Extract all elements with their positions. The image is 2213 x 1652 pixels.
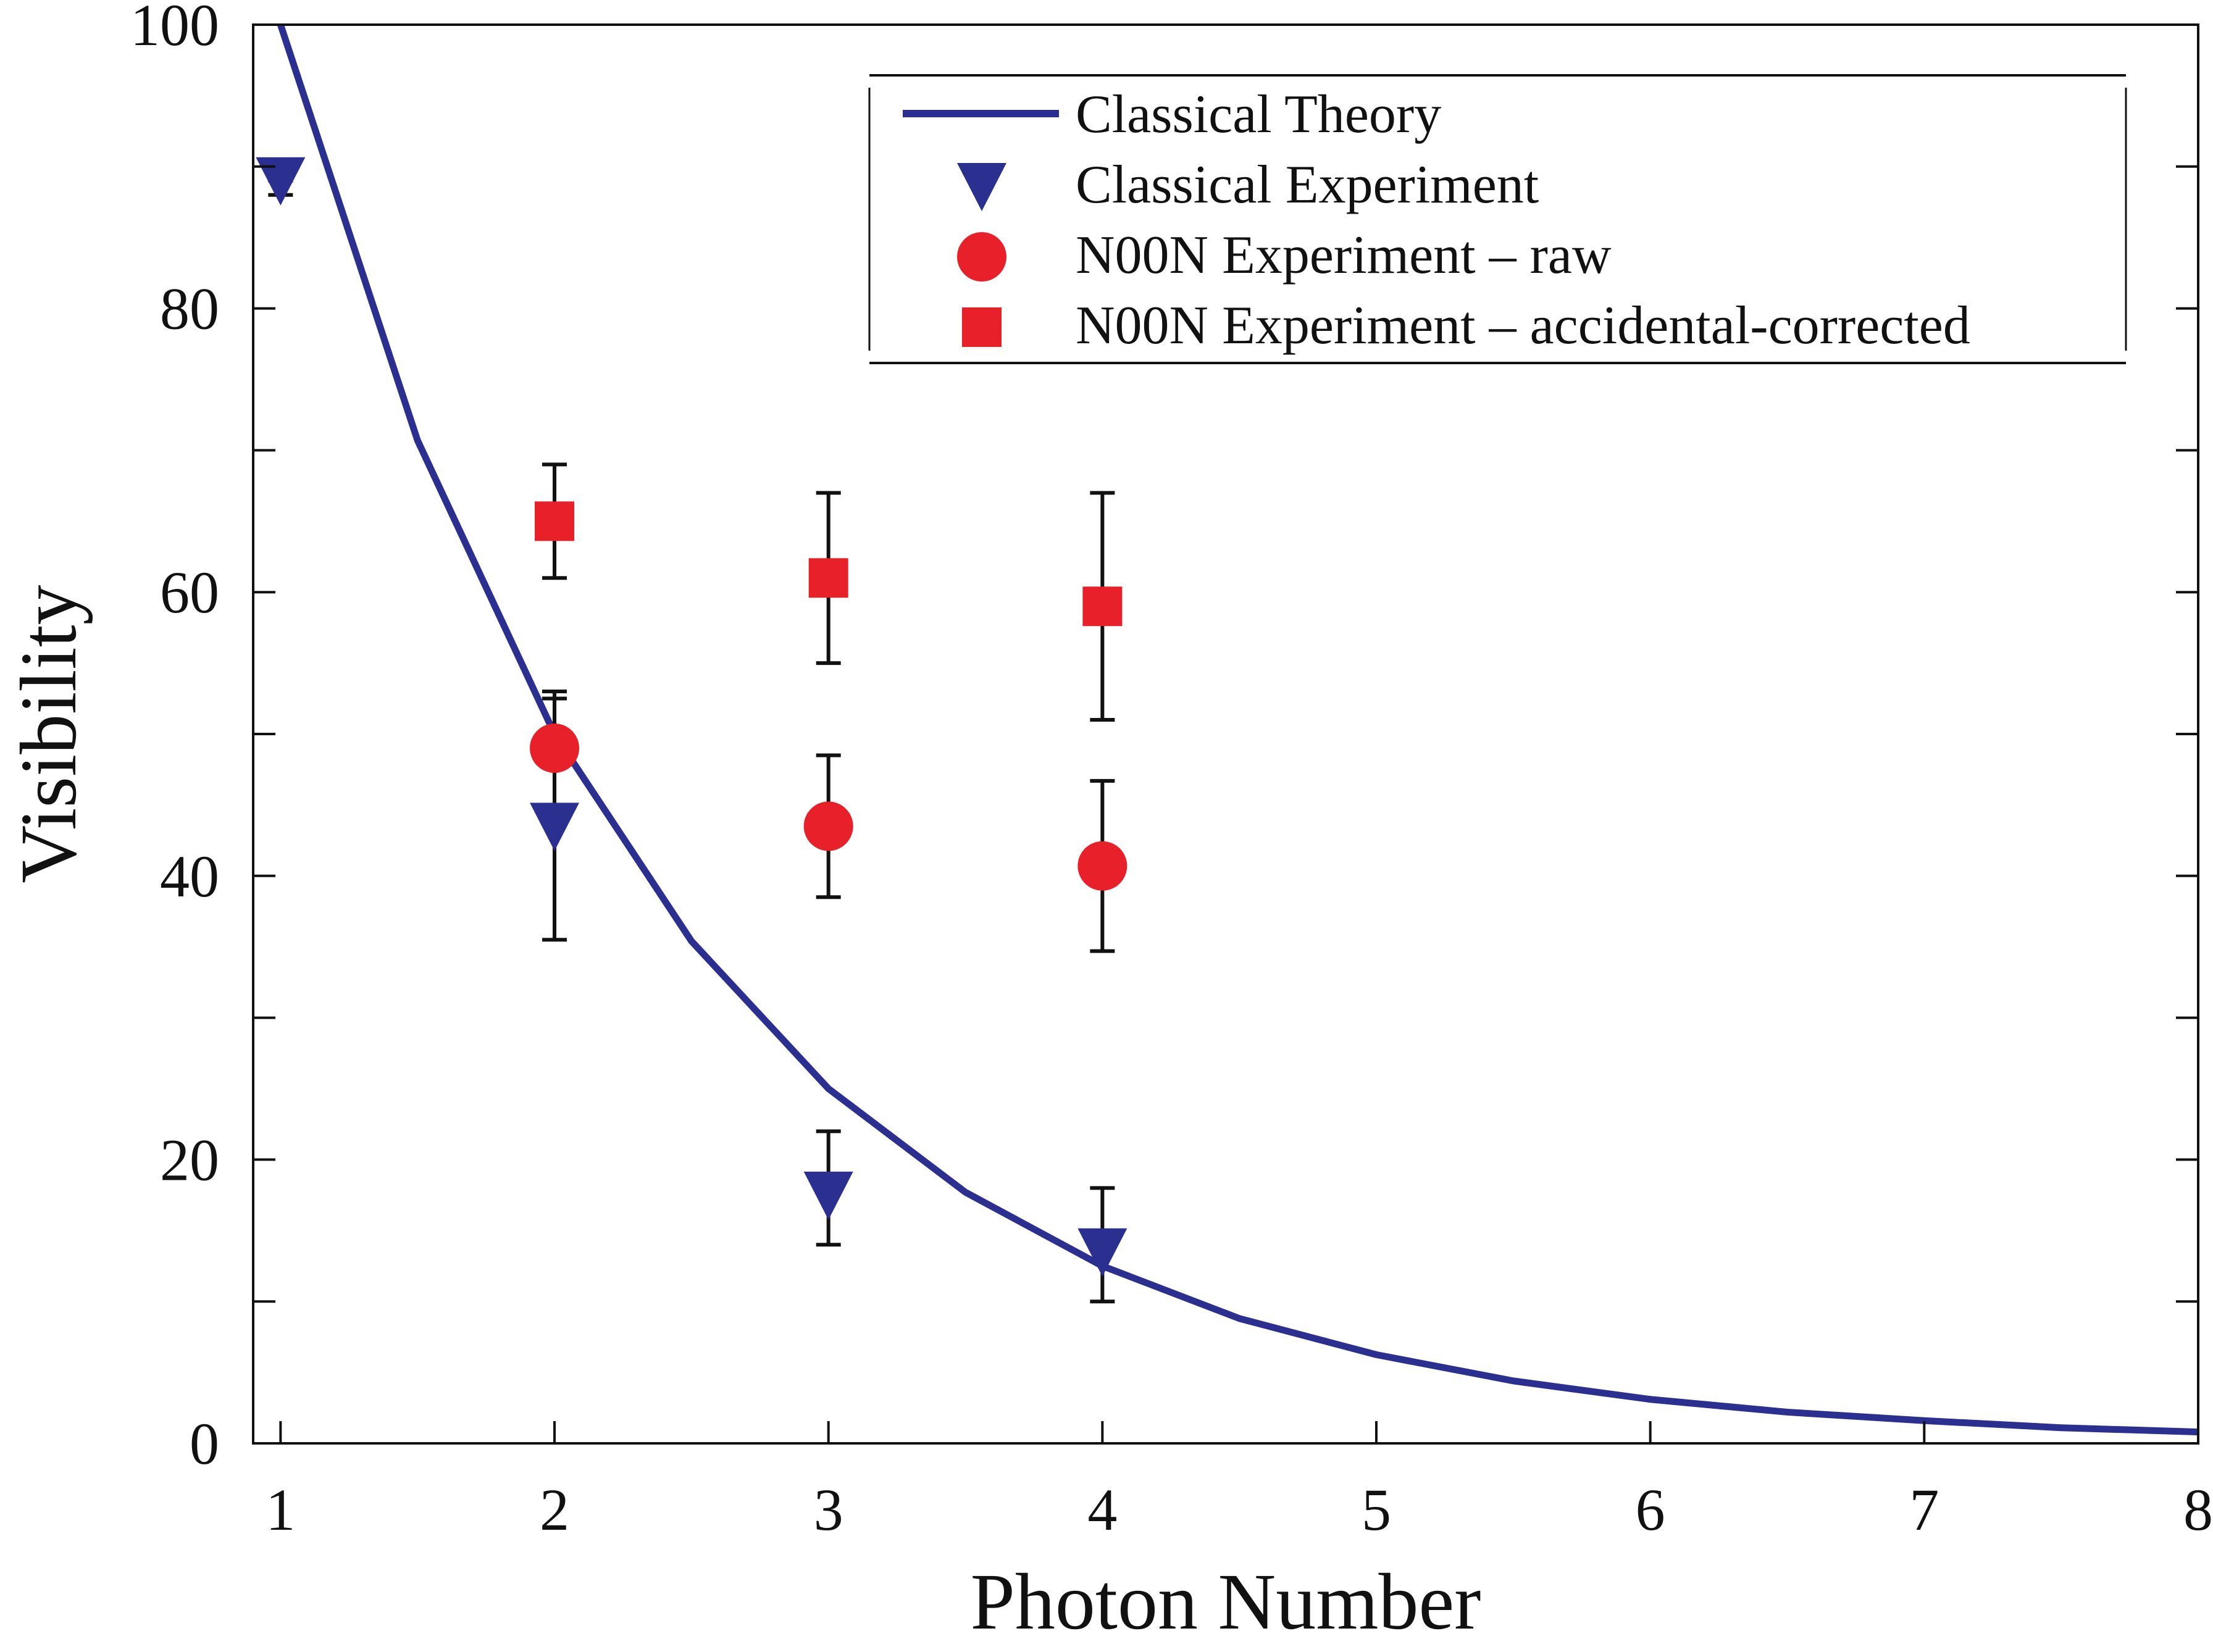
axes-layer: 0 20 40 60 80 100 1 2 3 4 5 6 7 8 bbox=[130, 0, 2213, 1543]
data-point-square bbox=[1082, 586, 1123, 627]
data-point-square bbox=[808, 558, 848, 598]
legend-swatch-triangle-down bbox=[957, 163, 1006, 211]
series-lines-layer bbox=[277, 25, 2198, 1436]
x-tick-label: 5 bbox=[1362, 1477, 1391, 1543]
y-tick-label: 20 bbox=[160, 1127, 219, 1193]
legend-swatch-circle bbox=[957, 232, 1006, 282]
data-point-triangle-down bbox=[530, 803, 580, 851]
legend-swatch-square bbox=[962, 307, 1002, 347]
y-axis-title: Visibility bbox=[4, 585, 93, 883]
data-point-triangle-down bbox=[1077, 1228, 1127, 1277]
data-point-square bbox=[535, 501, 575, 541]
y-tick-label: 60 bbox=[160, 559, 219, 625]
data-point-circle bbox=[530, 723, 580, 773]
x-tick-label: 7 bbox=[1909, 1477, 1939, 1543]
x-tick-label: 1 bbox=[266, 1477, 295, 1543]
markers-layer bbox=[256, 157, 1127, 1277]
y-tick-label: 100 bbox=[130, 0, 219, 58]
x-tick-label: 4 bbox=[1087, 1477, 1117, 1543]
legend: Classical Theory Classical Experiment N00N… bbox=[868, 74, 2127, 364]
y-tick-label: 80 bbox=[160, 276, 219, 342]
legend-label: Classical Experiment bbox=[1076, 155, 1539, 215]
y-tick-label: 40 bbox=[160, 843, 219, 909]
x-tick-label: 2 bbox=[540, 1477, 569, 1543]
legend-label: N00N Experiment – accidental-corrected bbox=[1076, 296, 1970, 356]
legend-label: Classical Theory bbox=[1076, 85, 1441, 144]
legend-label: N00N Experiment – raw bbox=[1076, 225, 1612, 285]
data-point-circle bbox=[803, 801, 853, 851]
x-tick-label: 3 bbox=[814, 1477, 843, 1543]
classical-theory-line bbox=[277, 25, 2198, 1436]
legend-box bbox=[869, 75, 2126, 363]
x-tick-label: 6 bbox=[1636, 1477, 1665, 1543]
x-axis-title: Photon Number bbox=[971, 1558, 1481, 1646]
y-tick-label: 0 bbox=[190, 1411, 219, 1477]
data-point-triangle-down bbox=[803, 1171, 853, 1220]
data-point-circle bbox=[1077, 841, 1127, 891]
x-tick-label: 8 bbox=[2183, 1477, 2213, 1543]
data-point-triangle-down bbox=[256, 157, 306, 206]
